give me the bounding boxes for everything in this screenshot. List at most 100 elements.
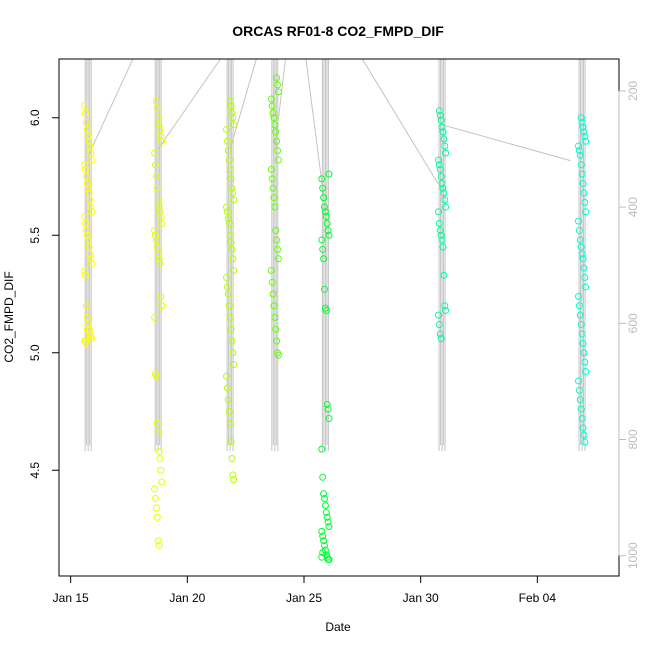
data-point	[84, 184, 92, 192]
data-point	[321, 502, 329, 509]
data-point	[435, 161, 443, 169]
data-point	[582, 208, 590, 216]
data-point	[269, 290, 277, 298]
data-point	[230, 196, 238, 204]
data-point	[83, 231, 91, 239]
data-point	[575, 227, 583, 235]
data-point	[580, 264, 588, 272]
data-point	[268, 278, 276, 286]
data-point	[438, 123, 446, 131]
data-point	[318, 236, 326, 244]
data-point	[86, 196, 94, 204]
pressure-trace	[84, 58, 586, 452]
data-point	[223, 203, 231, 211]
data-point	[223, 137, 231, 145]
data-point	[578, 330, 586, 338]
data-point	[574, 142, 582, 150]
data-point	[575, 302, 583, 310]
data-point	[229, 255, 237, 263]
x-tick-label: Jan 20	[169, 591, 205, 605]
data-point	[577, 114, 585, 122]
data-point	[157, 212, 165, 220]
data-point	[225, 156, 233, 164]
y2-tick-label: 1000	[626, 542, 640, 569]
data-point	[435, 220, 443, 227]
data-point	[84, 321, 92, 329]
data-point	[81, 165, 89, 173]
data-point	[154, 429, 162, 437]
data-point	[442, 203, 450, 211]
data-point	[156, 208, 164, 216]
data-point	[230, 361, 238, 368]
x-tick-label: Jan 15	[53, 591, 89, 605]
x-axis: Jan 15 Jan 20 Jan 25 Jan 30 Feb 04	[53, 575, 556, 605]
y-tick-label: 5.5	[28, 227, 42, 244]
data-point	[576, 151, 584, 159]
data-point	[272, 227, 280, 235]
data-point	[274, 81, 282, 89]
data-point	[158, 478, 166, 486]
data-point	[271, 121, 279, 129]
data-point	[435, 321, 443, 329]
data-point	[230, 476, 238, 484]
data-point	[274, 245, 282, 253]
data-point	[435, 107, 443, 115]
data-point	[83, 325, 91, 333]
data-point	[582, 368, 590, 376]
data-point	[319, 473, 327, 481]
data-point	[154, 537, 162, 545]
data-point	[577, 161, 585, 169]
data-point	[156, 259, 164, 267]
data-point	[319, 549, 327, 556]
data-point	[325, 231, 333, 239]
data-point	[440, 271, 448, 279]
data-point	[439, 243, 447, 251]
data-point	[576, 236, 584, 244]
data-point	[582, 137, 590, 145]
data-point	[82, 227, 90, 235]
y-axis-label: CO2_FMPD_DIF	[2, 271, 16, 362]
data-point	[227, 438, 235, 446]
data-point	[273, 137, 281, 145]
pressure-connector-line	[157, 58, 221, 150]
data-point	[151, 149, 159, 157]
data-point	[582, 283, 590, 291]
data-point	[577, 243, 585, 251]
data-point	[152, 173, 160, 180]
data-point	[87, 149, 95, 157]
data-point	[154, 196, 162, 204]
data-point	[155, 121, 163, 129]
data-point	[436, 227, 444, 235]
data-point	[273, 74, 281, 82]
data-point	[225, 408, 233, 415]
data-point	[434, 208, 442, 216]
data-point	[82, 302, 90, 310]
data-point	[577, 321, 585, 329]
data-point	[323, 220, 331, 227]
data-point	[438, 236, 446, 244]
data-point	[574, 292, 582, 300]
data-point	[151, 494, 159, 502]
data-point	[323, 513, 331, 521]
data-point	[81, 161, 89, 169]
data-point	[270, 302, 278, 310]
data-point	[154, 114, 162, 122]
plot-frame	[58, 58, 620, 577]
data-point	[274, 147, 282, 155]
data-point	[152, 97, 160, 105]
data-point	[153, 243, 161, 251]
data-point	[442, 149, 450, 157]
data-point	[227, 102, 235, 110]
data-point	[158, 302, 166, 310]
data-point	[87, 203, 95, 211]
chart-title: ORCAS RF01-8 CO2_FMPD_DIF	[232, 23, 444, 39]
data-point	[81, 102, 89, 110]
data-point	[226, 165, 234, 173]
data-point	[324, 518, 332, 526]
data-point	[273, 236, 281, 244]
data-point	[156, 126, 164, 133]
data-point	[83, 180, 91, 188]
data-point	[267, 165, 275, 173]
data-point	[151, 231, 159, 239]
data-point	[574, 217, 582, 225]
